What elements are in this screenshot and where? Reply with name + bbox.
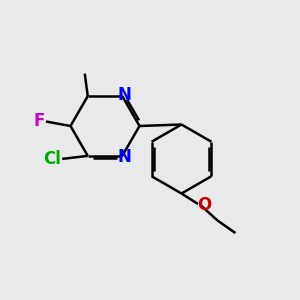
Text: N: N	[118, 85, 132, 103]
Text: O: O	[197, 196, 211, 214]
Text: F: F	[34, 112, 45, 130]
Text: Cl: Cl	[43, 150, 61, 168]
Text: N: N	[118, 148, 132, 166]
